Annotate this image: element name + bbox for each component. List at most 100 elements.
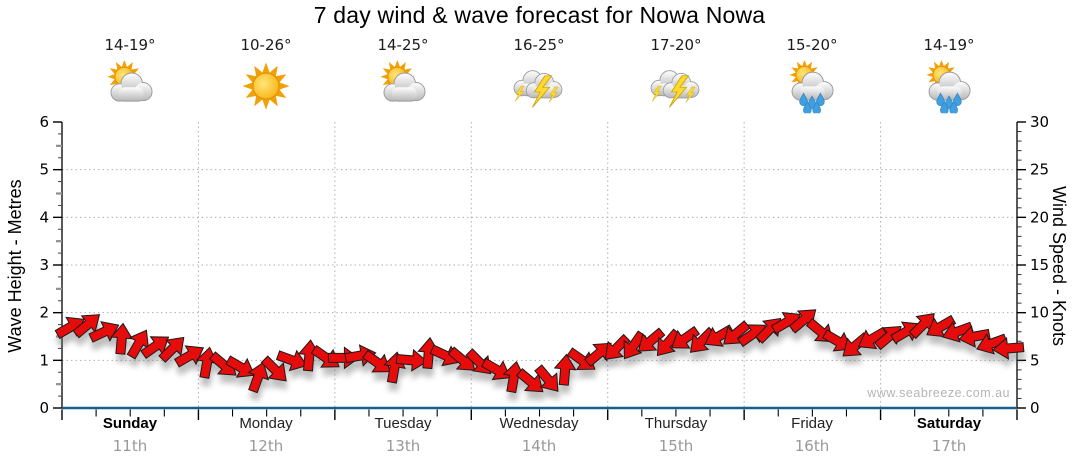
- day-label-wednesday: Wednesday: [499, 415, 579, 432]
- wind-arrow: [344, 344, 377, 367]
- wind-arrow: [857, 326, 888, 350]
- wind-arrow: [54, 316, 85, 340]
- wind-arrow: [704, 324, 735, 347]
- temp-range-saturday: 14-19°: [923, 36, 975, 54]
- wind-arrow: [395, 348, 428, 372]
- sun-cloud-icon: [373, 60, 433, 114]
- weather-icon-cell: [335, 60, 471, 118]
- day-label-saturday: Saturday: [916, 415, 982, 432]
- wind-arrow: [480, 357, 512, 381]
- wind-arrow: [173, 345, 205, 368]
- day-label-tuesday: Tuesday: [374, 415, 432, 432]
- temp-range-wednesday: 16-25°: [513, 36, 565, 54]
- wind-arrow: [770, 312, 801, 335]
- weather-icon-cell: [62, 60, 198, 118]
- wind-arrow: [958, 325, 991, 348]
- weather-icon-cell: [471, 60, 607, 118]
- wind-arrow: [88, 321, 120, 343]
- wind-arrow: [515, 368, 544, 393]
- wind-arrow: [737, 324, 767, 348]
- wind-arrow: [553, 353, 577, 386]
- wind-arrow: [671, 325, 701, 349]
- day-date: 11th: [112, 437, 148, 455]
- wave-height-tick-label: 4: [39, 208, 49, 226]
- temp-range-tuesday: 14-25°: [377, 36, 429, 54]
- wind-arrow: [429, 344, 461, 367]
- day-date: 13th: [385, 437, 421, 455]
- sun-rain-icon: [919, 60, 979, 114]
- day-date: 15th: [658, 437, 694, 455]
- temp-range-sunday: 14-19°: [104, 36, 156, 54]
- temp-range-thursday: 17-20°: [650, 36, 702, 54]
- wind-speed-axis-label: Wind Speed - Knots: [1049, 185, 1069, 347]
- wind-arrow: [247, 361, 270, 394]
- sun-rain-icon: [782, 60, 842, 114]
- wind-arrow: [110, 322, 134, 355]
- day-label-friday: Friday: [791, 415, 833, 432]
- temp-range-friday: 15-20°: [786, 36, 838, 54]
- wind-arrow: [208, 351, 237, 376]
- wind-arrow: [926, 314, 957, 338]
- wave-height-tick-label: 3: [39, 256, 49, 274]
- wind-arrow: [310, 344, 340, 368]
- wind-arrow: [297, 339, 321, 372]
- wind-arrow: [874, 325, 902, 351]
- weather-icon-cell: [608, 60, 744, 118]
- wind-arrow: [361, 349, 391, 373]
- day-date: 16th: [794, 437, 830, 455]
- wind-arrow: [327, 346, 360, 370]
- wind-arrow: [584, 342, 612, 367]
- wave-height-tick-label: 5: [39, 161, 49, 179]
- wind-arrow: [908, 313, 935, 340]
- wind-arrow: [158, 336, 185, 363]
- wind-arrow: [788, 309, 817, 334]
- wind-arrow: [941, 321, 974, 343]
- thunderstorm-icon: [509, 60, 569, 114]
- wave-height-tick-label: 0: [39, 399, 49, 417]
- wind-arrow: [689, 326, 716, 353]
- wind-speed-tick-label: 0: [1030, 399, 1040, 417]
- wind-arrow: [805, 317, 834, 343]
- page-title: 7 day wind & wave forecast for Nowa Nowa: [313, 2, 766, 28]
- wind-arrow: [126, 329, 149, 360]
- day-label-thursday: Thursday: [644, 415, 708, 432]
- day-date: 14th: [521, 437, 557, 455]
- wind-arrow: [637, 327, 666, 352]
- sun-cloud-icon: [100, 60, 160, 114]
- wind-arrow: [195, 346, 219, 379]
- wind-arrow: [976, 332, 1008, 355]
- wind-arrow: [447, 346, 476, 371]
- wind-arrow: [225, 355, 256, 378]
- wind-arrow: [842, 332, 871, 357]
- day-date: 12th: [248, 437, 284, 455]
- wind-arrow: [417, 336, 441, 370]
- wind-arrow: [992, 337, 1025, 360]
- wind-arrow: [755, 317, 782, 344]
- wind-arrow: [723, 320, 751, 345]
- wind-arrow: [604, 333, 631, 360]
- wind-arrow: [566, 347, 596, 370]
- wind-speed-tick-label: 5: [1030, 351, 1040, 369]
- wind-arrow: [821, 329, 853, 352]
- temp-range-monday: 10-26°: [240, 36, 292, 54]
- wave-height-tick-label: 1: [39, 351, 49, 369]
- wind-arrow: [383, 351, 406, 384]
- day-label-sunday: Sunday: [102, 415, 158, 432]
- wind-arrow: [534, 364, 559, 392]
- sun-icon: [236, 60, 296, 114]
- wind-arrow: [656, 328, 682, 357]
- wind-arrow: [72, 314, 101, 339]
- wave-height-tick-label: 6: [39, 113, 49, 131]
- weather-icon-cell: [744, 60, 880, 118]
- day-label-monday: Monday: [239, 415, 293, 432]
- wave-height-axis-label: Wave Height - Metres: [5, 179, 25, 353]
- wind-arrow: [275, 349, 308, 372]
- seabreeze-watermark: www.seabreeze.com.au: [867, 386, 1010, 400]
- wind-arrow: [502, 360, 526, 394]
- thunderstorm-icon: [646, 60, 706, 114]
- weather-icon-cell: [881, 60, 1017, 118]
- wind-arrow: [465, 348, 492, 375]
- weather-icon-cell: [198, 60, 334, 118]
- wind-arrow: [890, 321, 921, 344]
